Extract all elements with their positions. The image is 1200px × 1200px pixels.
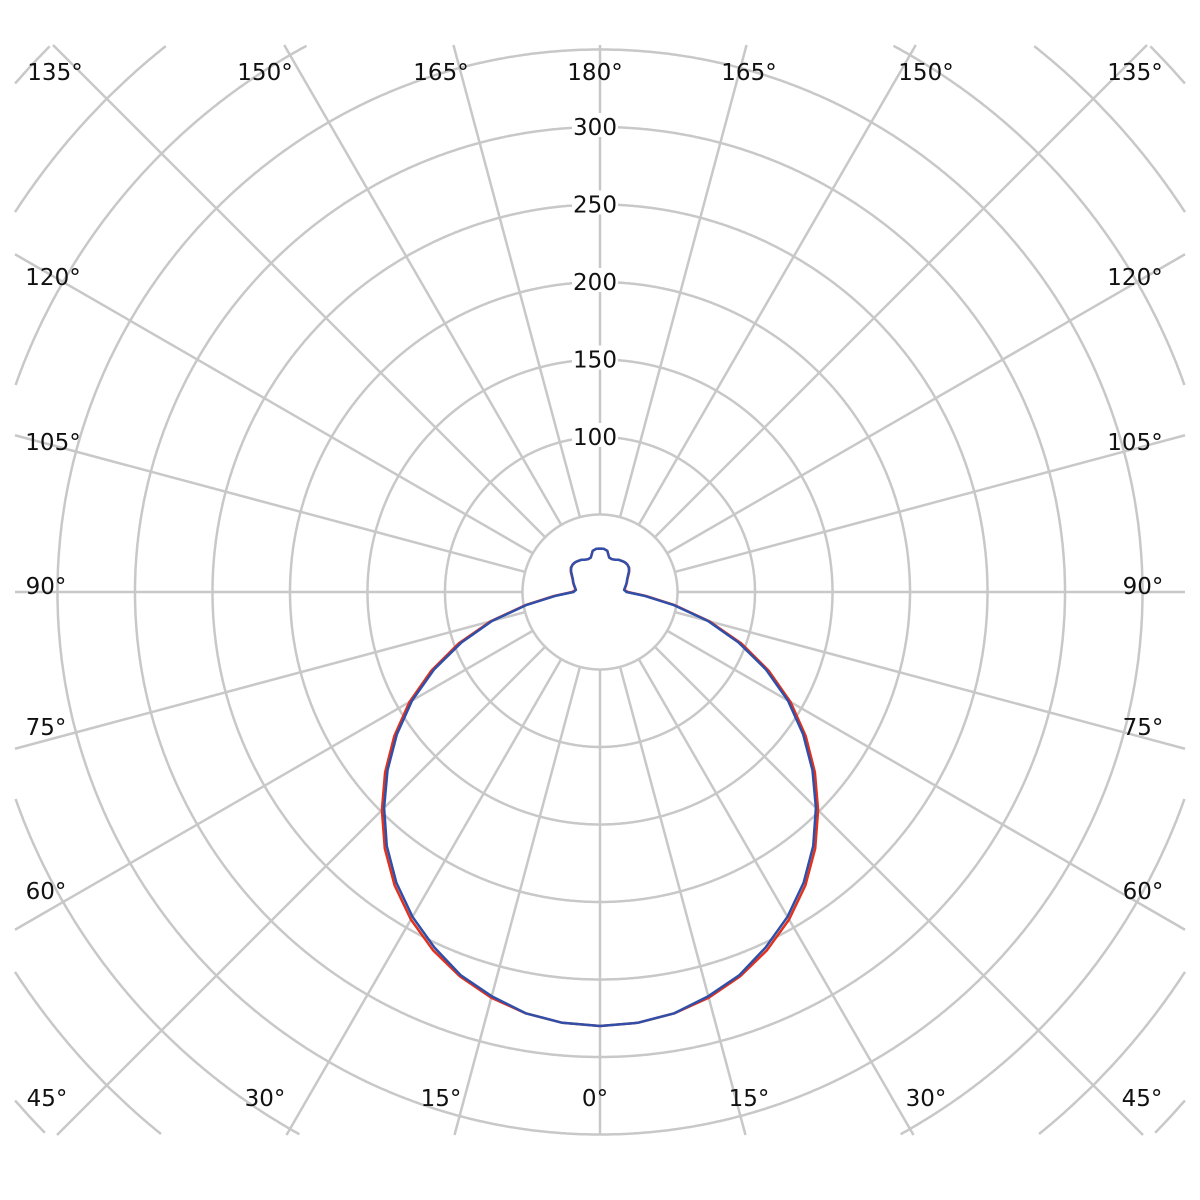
angle-label: 165°	[413, 60, 469, 86]
angle-label: 0°	[581, 1086, 609, 1112]
grid-spoke	[637, 44, 917, 526]
angle-label: 15°	[420, 1086, 462, 1112]
radial-tick-label: 150	[573, 348, 617, 374]
angle-label: 30°	[905, 1086, 947, 1112]
angle-label: 90°	[1122, 574, 1164, 600]
grid-spoke	[653, 645, 1144, 1136]
radial-tick-label: 100	[573, 425, 617, 451]
angle-label: 135°	[1107, 60, 1163, 86]
grid-spoke	[14, 434, 526, 574]
radial-tick-label: 300	[573, 115, 617, 141]
grid-spoke	[56, 645, 547, 1136]
angle-label: 60°	[25, 879, 67, 905]
angle-label: 120°	[1107, 265, 1163, 291]
grid-spoke	[285, 658, 563, 1136]
grid-spoke	[637, 658, 915, 1136]
grid-spoke	[14, 253, 534, 555]
radial-label-bg	[572, 113, 618, 137]
grid-spoke	[52, 44, 547, 539]
grid-ring	[14, 44, 1186, 1136]
series-2-curve	[382, 547, 818, 1028]
grid-spoke	[674, 434, 1186, 574]
grid-spoke	[283, 44, 563, 526]
grid-spoke	[674, 610, 1186, 750]
angle-label: 75°	[1122, 715, 1164, 741]
grid-spoke	[14, 610, 526, 750]
angle-label: 105°	[25, 430, 81, 456]
angle-label: 150°	[898, 60, 954, 86]
grid-spoke	[14, 629, 534, 931]
grid-ring	[13, 45, 1187, 1136]
angle-label: 45°	[26, 1086, 68, 1112]
angle-label: 180°	[567, 60, 623, 86]
grid-spoke	[618, 44, 748, 518]
radial-tick-label: 200	[573, 270, 617, 296]
angle-label: 75°	[25, 715, 67, 741]
radial-tick-label: 250	[573, 193, 617, 219]
grid-spoke	[452, 44, 582, 518]
angle-label: 15°	[728, 1086, 770, 1112]
angle-label: 120°	[25, 265, 81, 291]
angle-label: 150°	[237, 60, 293, 86]
angle-label: 90°	[25, 574, 67, 600]
angle-label: 105°	[1107, 430, 1163, 456]
radial-label-bg	[572, 268, 618, 292]
grid-spoke	[653, 44, 1148, 539]
angle-label: 165°	[721, 60, 777, 86]
grid-spoke	[666, 629, 1186, 931]
radial-label-bg	[572, 190, 618, 215]
radial-label-bg	[572, 345, 618, 370]
grid-spoke	[666, 253, 1186, 555]
angle-label: 135°	[27, 60, 83, 86]
grid-spoke	[453, 666, 582, 1136]
angle-label: 30°	[244, 1086, 286, 1112]
angle-label: 45°	[1121, 1086, 1163, 1112]
radial-label-bg	[572, 423, 618, 447]
grid-ring	[14, 45, 1186, 1134]
grid	[13, 44, 1187, 1136]
grid-spoke	[618, 666, 747, 1136]
angle-label: 60°	[1122, 879, 1164, 905]
grid-ring	[521, 513, 679, 671]
